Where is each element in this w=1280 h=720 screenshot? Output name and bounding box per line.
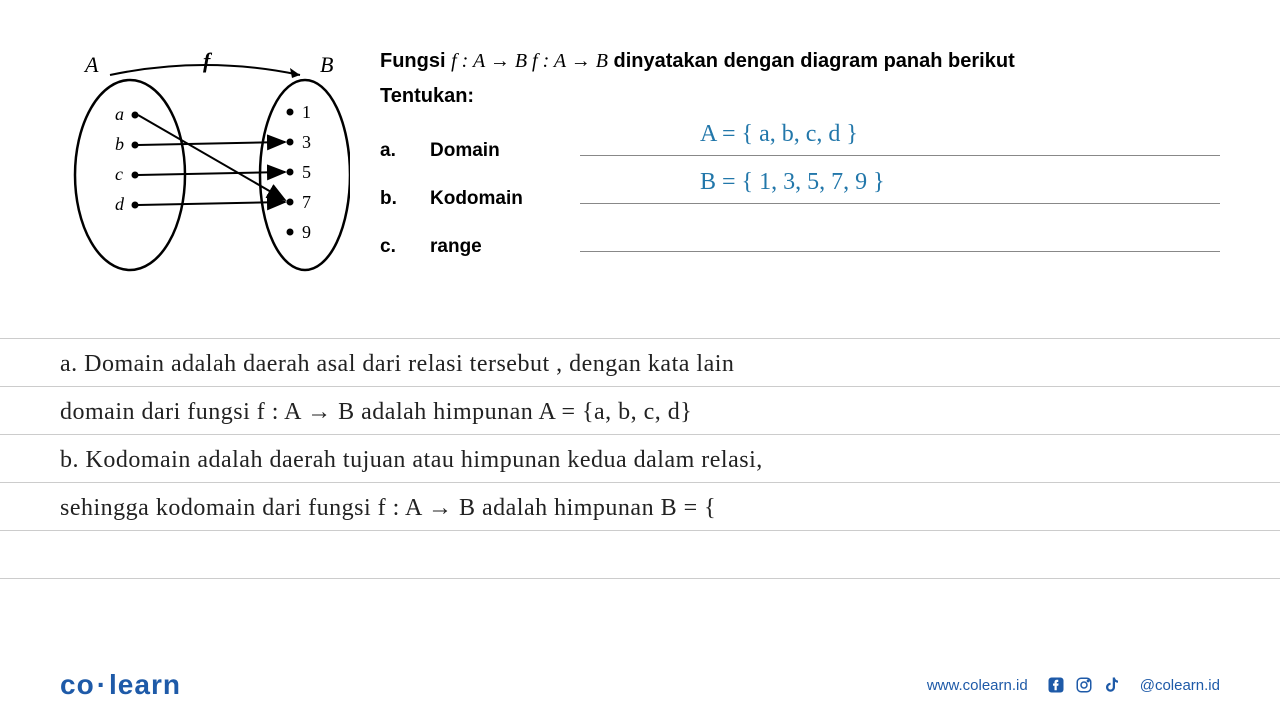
elem-d: d — [115, 194, 125, 214]
elem-b: b — [115, 134, 124, 154]
logo: co·learn — [60, 669, 181, 701]
social-handle: @colearn.id — [1140, 677, 1220, 694]
q-letter-c: c. — [380, 236, 430, 258]
diagram-label-B: B — [320, 52, 333, 77]
answer-domain: A = { a, b, c, d } — [700, 121, 858, 148]
q-label-range: range — [430, 236, 580, 258]
answer-line-b: B = { 1, 3, 5, 7, 9 } — [580, 174, 1220, 204]
title-prefix: Fungsi — [380, 50, 451, 72]
top-section: A B f a b c d — [60, 50, 1220, 270]
rule-line — [0, 386, 1280, 387]
social-icons — [1046, 675, 1122, 695]
question-a: a. Domain A = { a, b, c, d } — [380, 126, 1220, 162]
logo-learn: learn — [109, 669, 181, 700]
website-url: www.colearn.id — [927, 677, 1028, 694]
hw-line-4: sehingga kodomain dari fungsi f : A → B … — [60, 484, 1220, 532]
facebook-icon — [1046, 675, 1066, 695]
diagram-label-f: f — [203, 50, 213, 73]
footer: co·learn www.colearn.id @colearn.id — [0, 650, 1280, 720]
handwritten-solution: a. Domain adalah daerah asal dari relasi… — [0, 320, 1280, 552]
q-letter-a: a. — [380, 140, 430, 162]
hw-line-3: b. Kodomain adalah daerah tujuan atau hi… — [60, 436, 1220, 484]
elem-c: c — [115, 164, 123, 184]
tiktok-icon — [1102, 675, 1122, 695]
q-label-kodomain: Kodomain — [430, 188, 580, 210]
answer-line-a: A = { a, b, c, d } — [580, 126, 1220, 156]
rule-line — [0, 530, 1280, 531]
elem-9: 9 — [302, 222, 311, 242]
rule-line — [0, 578, 1280, 579]
question-c: c. range — [380, 222, 1220, 258]
arrow-diagram: A B f a b c d — [60, 50, 350, 270]
answer-kodomain: B = { 1, 3, 5, 7, 9 } — [700, 169, 885, 196]
problem-text: Fungsi f : A → B f : A → B dinyatakan de… — [380, 50, 1220, 270]
elem-a: a — [115, 104, 124, 124]
arrow-c-5 — [138, 172, 285, 175]
func-notation: f : A → B f : A → B — [451, 50, 608, 72]
rule-line — [0, 434, 1280, 435]
logo-co: co — [60, 669, 95, 700]
content-area: A B f a b c d — [0, 0, 1280, 320]
elem-5: 5 — [302, 162, 311, 182]
footer-right: www.colearn.id @colearn.id — [927, 675, 1220, 695]
problem-title: Fungsi f : A → B f : A → B dinyatakan de… — [380, 50, 1220, 73]
question-b: b. Kodomain B = { 1, 3, 5, 7, 9 } — [380, 174, 1220, 210]
diagram-label-A: A — [83, 52, 99, 77]
title-suffix: dinyatakan dengan diagram panah berikut — [608, 50, 1015, 72]
q-letter-b: b. — [380, 188, 430, 210]
instagram-icon — [1074, 675, 1094, 695]
elem-3: 3 — [302, 132, 311, 152]
answer-line-c — [580, 222, 1220, 252]
elem-1: 1 — [302, 102, 311, 122]
elem-7: 7 — [302, 192, 311, 212]
rule-line — [0, 482, 1280, 483]
hw-line-1: a. Domain adalah daerah asal dari relasi… — [60, 340, 1220, 388]
arrow-a-7 — [138, 115, 285, 200]
func-arc-arrowhead — [290, 68, 300, 78]
problem-subtitle: Tentukan: — [380, 85, 1220, 108]
logo-dot: · — [97, 669, 107, 700]
q-label-domain: Domain — [430, 140, 580, 162]
hw-line-2: domain dari fungsi f : A → B adalah himp… — [60, 388, 1220, 436]
rule-line — [0, 338, 1280, 339]
